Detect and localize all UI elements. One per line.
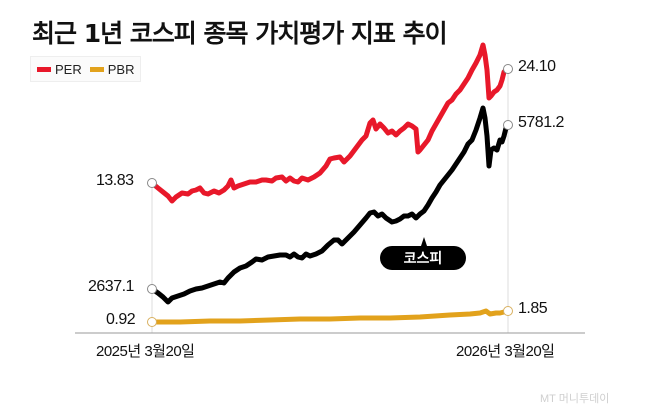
kospi-end-marker [503, 120, 513, 130]
per-start-marker [147, 178, 157, 188]
kospi-start-value: 2637.1 [88, 278, 134, 295]
per-line [149, 42, 511, 204]
pbr-start-value: 0.92 [106, 311, 136, 328]
publisher-watermark: MT 머니투데이 [540, 393, 610, 405]
legend-label-pbr: PBR [107, 61, 135, 77]
legend-item-per: PER [37, 62, 82, 77]
x-axis-start-label: 2025년 3월20일 [96, 343, 195, 360]
chart-legend: PER PBR [30, 56, 142, 82]
page-title: 최근 1년 코스피 종목 가치평가 지표 추이 [32, 19, 448, 48]
legend-swatch-pbr [89, 66, 104, 72]
pbr-end-marker [503, 306, 513, 316]
legend-swatch-per [37, 66, 51, 72]
per-end-marker [503, 64, 513, 74]
per-start-value: 13.83 [96, 172, 134, 189]
kospi-start-marker [147, 284, 157, 294]
legend-item-pbr: PBR [89, 61, 135, 77]
pbr-start-marker [147, 317, 157, 327]
legend-label-per: PER [55, 61, 82, 77]
x-axis-end-label: 2026년 3월20일 [456, 343, 555, 360]
kospi-annotation-tag: 코스피 [380, 237, 466, 270]
per-end-value: 24.10 [518, 58, 556, 75]
pbr-end-value: 1.85 [518, 300, 548, 317]
kospi-line [149, 105, 511, 305]
kospi-end-value: 5781.2 [518, 114, 564, 131]
pbr-line [149, 308, 511, 325]
